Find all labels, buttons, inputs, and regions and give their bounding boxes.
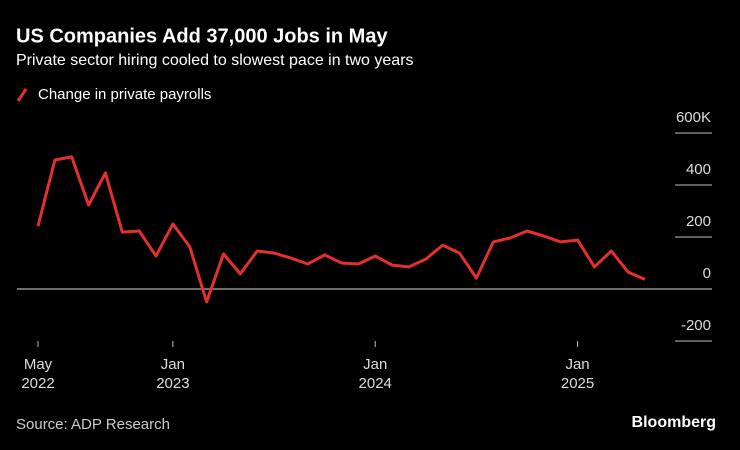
y-tick-label: -200 [681,317,711,334]
x-tick-label: 2024 [359,375,392,392]
chart-subtitle: Private sector hiring cooled to slowest … [16,52,414,69]
x-tick-label: Jan [565,356,589,373]
legend-label: Change in private payrolls [38,86,211,103]
brand: Bloomberg [632,414,716,431]
y-tick-label: 400 [686,161,711,178]
source: Source: ADP Research [16,416,170,433]
data-line [36,155,646,304]
x-tick-label: 2025 [561,375,594,392]
x-tick-label: May [24,356,53,373]
y-tick-label: 200 [686,213,711,230]
x-tick-label: 2023 [156,375,189,392]
x-tick-label: 2022 [21,375,54,392]
legend-swatch [16,88,28,102]
y-tick-label: 0 [703,265,711,282]
x-tick-label: Jan [161,356,185,373]
y-tick-label: 600K [676,109,711,126]
x-tick-label: Jan [363,356,387,373]
chart-title: US Companies Add 37,000 Jobs in May [16,25,388,47]
